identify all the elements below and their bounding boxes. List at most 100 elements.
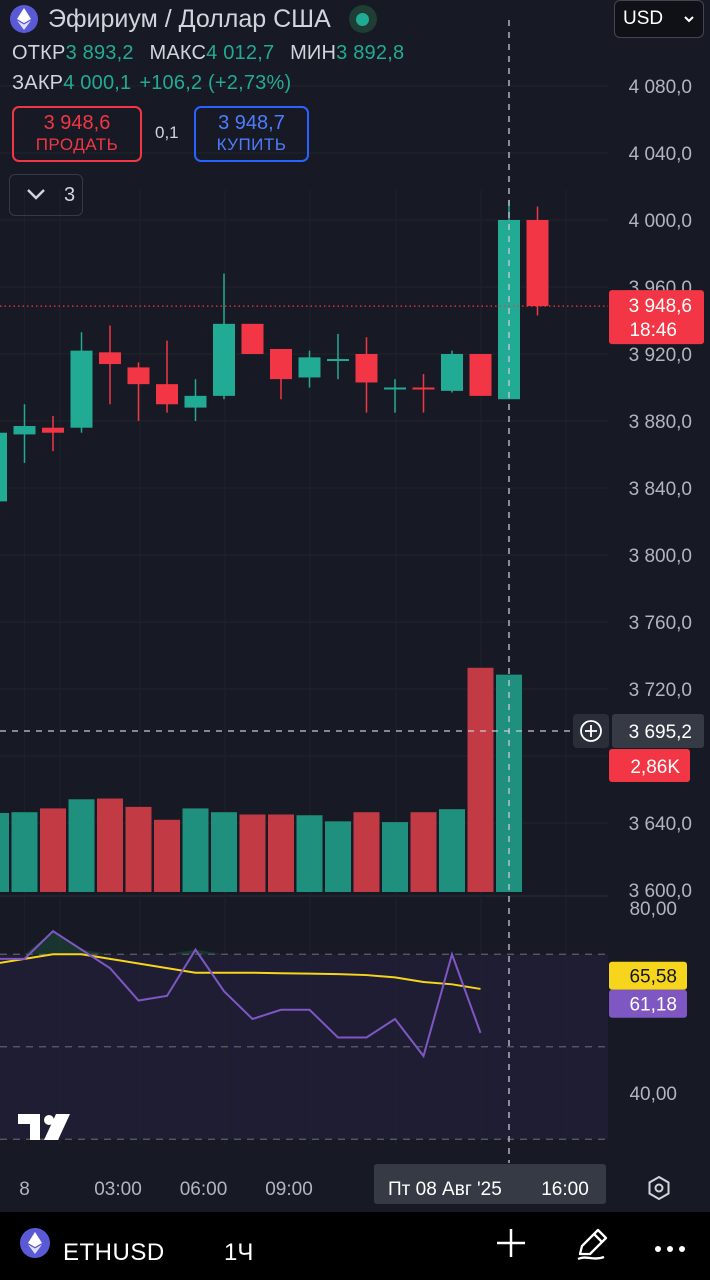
symbol-button[interactable]: ETHUSD — [63, 1239, 165, 1266]
candle-body — [156, 384, 178, 405]
more-icon[interactable] — [652, 1226, 688, 1267]
candle — [213, 273, 235, 400]
volume-bar — [40, 808, 66, 892]
candle-body — [469, 354, 492, 396]
volume-bar — [125, 806, 152, 892]
rsi-ma-tag — [609, 961, 687, 990]
price-tick-label: 3 800,0 — [629, 546, 692, 567]
candle-body — [384, 387, 406, 390]
volume-bar — [325, 821, 351, 892]
volume-bar — [182, 808, 209, 892]
candle-body — [270, 348, 292, 380]
candle — [526, 206, 549, 316]
price-tick-label: 3 840,0 — [629, 479, 692, 500]
crosshair-time-tag — [374, 1164, 606, 1204]
volume-bar — [467, 667, 494, 892]
candle-body — [184, 395, 207, 408]
price-tick-label: 3 720,0 — [629, 680, 692, 701]
time-tick-label: 8 — [19, 1179, 30, 1200]
volume-bar — [97, 798, 123, 892]
candle-body — [0, 432, 7, 502]
candle-body — [412, 387, 435, 390]
candle — [469, 354, 492, 396]
candle-body — [213, 323, 235, 396]
candle — [184, 379, 207, 421]
live-status-icon — [348, 5, 377, 33]
low-value: 3 892,8 — [336, 42, 405, 64]
candle — [42, 415, 64, 452]
candle-body — [327, 359, 349, 362]
price-tick-label: 3 880,0 — [629, 412, 692, 433]
currency-select[interactable]: USD — [614, 0, 704, 38]
candle — [13, 404, 36, 463]
crosshair-plus-icon — [580, 720, 602, 742]
candle — [412, 374, 435, 413]
time-tick-label: 06:00 — [180, 1179, 228, 1200]
close-value: 4 000,1 — [63, 72, 132, 94]
buy-button[interactable]: 3 948,7 КУПИТЬ — [194, 106, 309, 162]
volume-bar — [353, 812, 380, 892]
volume-bar — [154, 819, 180, 892]
volume-bar — [410, 812, 437, 892]
candle-body — [42, 427, 64, 433]
candle — [355, 337, 378, 413]
buy-price: 3 948,7 — [218, 112, 285, 134]
volume-bar — [239, 814, 266, 892]
price-tick-label: 3 600,0 — [629, 881, 692, 902]
candle-body — [13, 426, 36, 435]
crosshair-time-label: Пт 08 Авг '25 — [388, 1179, 502, 1200]
volume-bar — [0, 812, 9, 892]
candle — [70, 332, 93, 433]
rsi-label: 61,18 — [629, 995, 677, 1016]
rsi-line — [0, 929, 482, 1059]
sell-label: ПРОДАТЬ — [35, 135, 119, 154]
price-tick-label: 3 920,0 — [629, 345, 692, 366]
low-label: МИН — [290, 42, 337, 64]
bottom-toolbar: ETHUSD 1Ч — [0, 1212, 710, 1280]
candle — [298, 350, 321, 388]
volume-bar — [211, 812, 237, 892]
price-tick-label: 3 640,0 — [629, 814, 692, 835]
candle-body — [298, 357, 321, 378]
volume-bar — [296, 815, 323, 892]
volume-tag — [609, 749, 690, 782]
rsi-ma-label: 65,58 — [629, 967, 677, 988]
ohlc-row-1: ОТКР3 893,2 МАКС4 012,7 МИН3 892,8 — [12, 42, 414, 65]
tradingview-logo-icon — [18, 1114, 70, 1140]
candle — [156, 340, 178, 413]
add-icon[interactable] — [494, 1226, 528, 1265]
candle — [441, 350, 463, 393]
candle-body — [70, 350, 93, 428]
candle-body — [127, 367, 150, 385]
volume-bar — [439, 809, 465, 892]
symbol-title-text: Эфириум / Доллар США — [48, 4, 331, 33]
rsi-ma-line — [0, 953, 481, 990]
crosshair-price-tag — [612, 714, 704, 748]
time-tick-label: 09:00 — [265, 1179, 313, 1200]
high-label: МАКС — [149, 42, 207, 64]
indicators-toggle-button[interactable]: 3 — [9, 174, 83, 216]
indicators-count: 3 — [64, 183, 76, 206]
time-tick-label: 03:00 — [94, 1179, 142, 1200]
high-value: 4 012,7 — [206, 42, 275, 64]
timeframe-button[interactable]: 1Ч — [224, 1239, 254, 1266]
rsi-tick-label: 40,00 — [629, 1084, 677, 1105]
draw-pen-icon[interactable] — [574, 1226, 610, 1267]
close-label: ЗАКР — [12, 72, 64, 94]
candle-body — [526, 220, 549, 307]
sell-button[interactable]: 3 948,6 ПРОДАТЬ — [12, 106, 142, 162]
rsi-tick-label: 80,00 — [629, 899, 677, 920]
buy-label: КУПИТЬ — [216, 135, 287, 154]
ethereum-logo-icon — [20, 1228, 50, 1258]
crosshair-price-label: 3 695,2 — [629, 722, 692, 743]
candle — [241, 323, 264, 354]
currency-value: USD — [623, 8, 664, 29]
chevron-down-icon — [683, 9, 695, 32]
rsi-overbought-fill — [0, 931, 481, 955]
sell-price: 3 948,6 — [43, 112, 111, 134]
rsi-tag — [609, 989, 687, 1018]
ohlc-row-2: ЗАКР4 000,1 +106,2 (+2,73%) — [12, 72, 291, 95]
symbol-title[interactable]: Эфириум / Доллар США — [10, 3, 377, 35]
countdown-label: 18:46 — [629, 320, 677, 341]
